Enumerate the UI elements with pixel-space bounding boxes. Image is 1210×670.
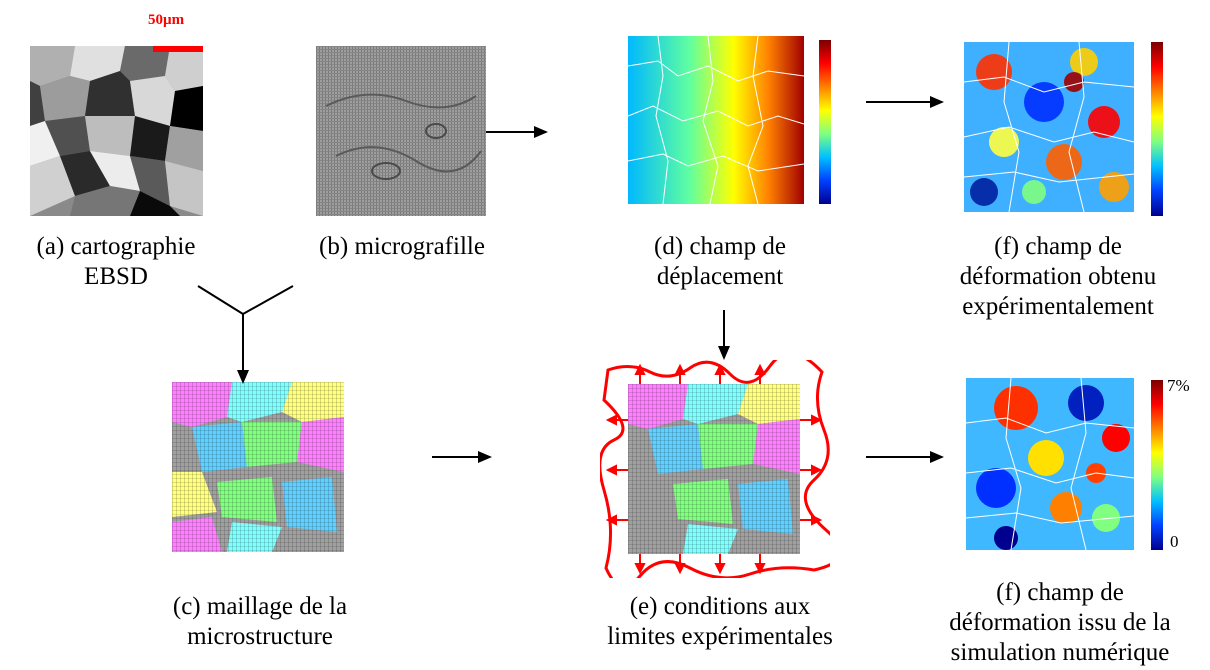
mesh-grains <box>172 382 344 552</box>
caption-d-line1: (d) champ de <box>654 233 786 260</box>
caption-e-line2: limites expérimentales <box>607 623 833 650</box>
merge-line-a <box>197 285 244 315</box>
ebsd-grains <box>30 46 203 216</box>
experimental-strain-map <box>964 42 1134 212</box>
caption-f2-line3: simulation numérique <box>950 639 1170 666</box>
micrograting-image <box>316 46 486 216</box>
caption-f1-line1: (f) champ de <box>994 233 1122 260</box>
simulated-strain-colorbar <box>1151 380 1163 550</box>
caption-a: (a) cartographie EBSD <box>0 232 232 292</box>
caption-f2-line1: (f) champ de <box>996 579 1124 606</box>
scale-bar-label: 50µm <box>148 12 185 28</box>
experimental-strain-heatmap <box>964 42 1134 212</box>
colorbar-min-label: 0 <box>1170 532 1179 551</box>
displacement-field-heatmap <box>628 36 804 204</box>
caption-f2: (f) champ de déformation issu de la simu… <box>930 578 1190 668</box>
caption-d: (d) champ de déplacement <box>610 232 830 292</box>
caption-f1-line3: expérimentalement <box>962 293 1154 320</box>
caption-f1-line2: déformation obtenu <box>959 263 1157 290</box>
caption-e-line1: (e) conditions aux <box>629 593 811 620</box>
caption-a-line2: EBSD <box>84 263 148 290</box>
displacement-colorbar <box>819 40 831 204</box>
caption-b: (b) micrografille <box>282 232 522 262</box>
colorbar-max-label: 7% <box>1167 376 1190 395</box>
boundary-conditions-drawing <box>600 360 830 578</box>
caption-c: (c) maillage de la microstructure <box>130 592 390 652</box>
microstructure-mesh <box>172 382 344 552</box>
caption-c-line1: (c) maillage de la <box>172 593 348 620</box>
displacement-field-map <box>628 36 804 204</box>
boundary-conditions-map <box>600 360 830 578</box>
experimental-strain-colorbar <box>1151 42 1163 216</box>
merge-line-b <box>242 285 294 315</box>
scale-bar <box>153 46 203 52</box>
caption-c-line2: microstructure <box>187 623 333 650</box>
caption-f1: (f) champ de déformation obtenu expérime… <box>938 232 1178 322</box>
caption-b-line1: (b) micrografille <box>319 233 485 260</box>
caption-a-line1: (a) cartographie <box>36 233 196 260</box>
micrograting-texture <box>316 46 486 216</box>
simulated-strain-heatmap <box>966 378 1134 550</box>
caption-f2-line2: déformation issu de la <box>949 609 1171 636</box>
caption-e: (e) conditions aux limites expérimentale… <box>580 592 860 652</box>
simulated-strain-map <box>966 378 1134 550</box>
ebsd-map <box>30 46 203 216</box>
caption-d-line2: déplacement <box>656 263 784 290</box>
